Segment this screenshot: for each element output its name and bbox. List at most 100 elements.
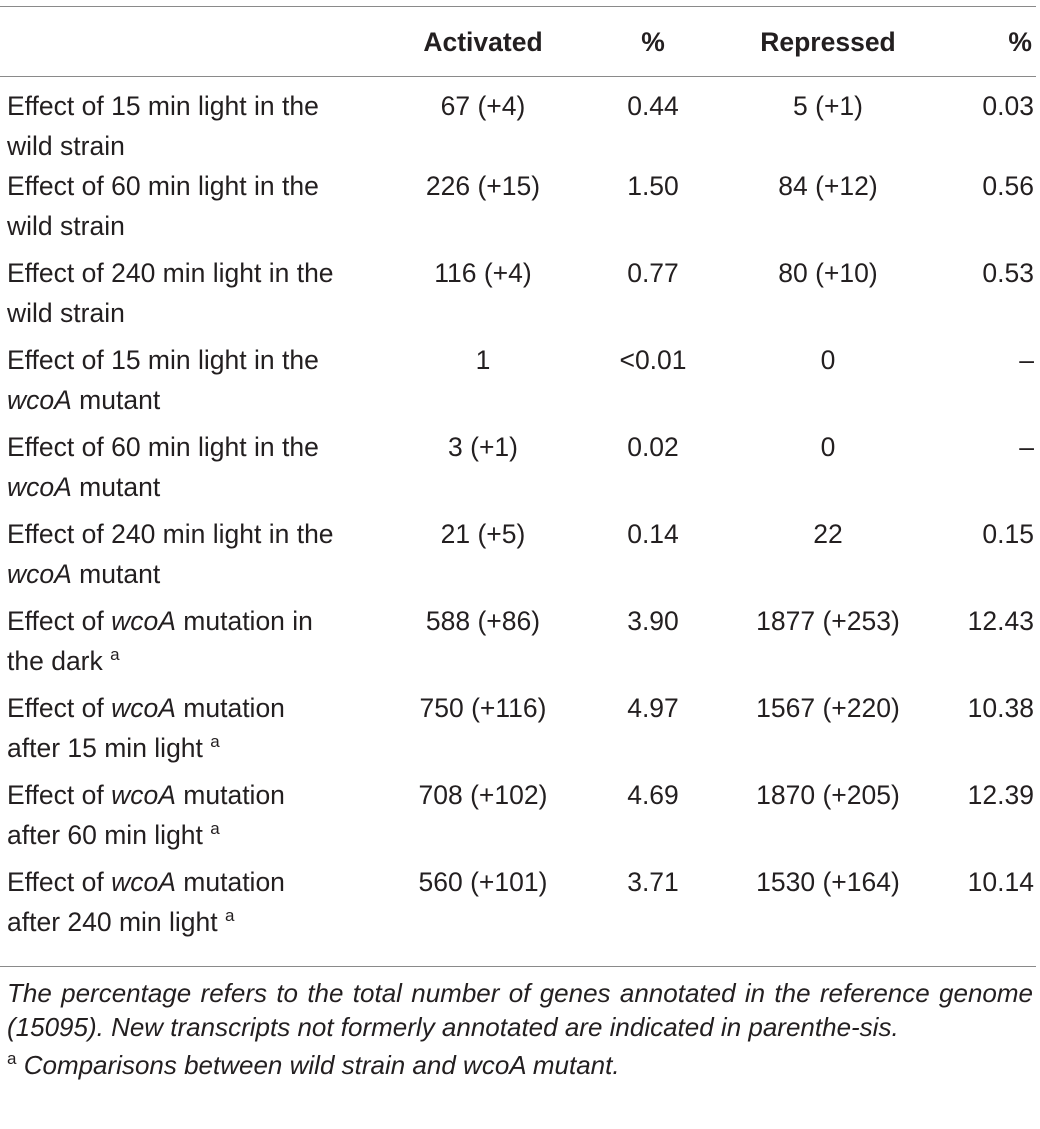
header-activated: Activated — [423, 27, 543, 57]
header-row: Activated % Repressed % — [0, 8, 1036, 76]
row-label: Effect of wcoA mutation after 240 min lig… — [0, 862, 372, 949]
activated-percent: 0.14 — [627, 519, 679, 549]
activated-count: 226 (+15) — [425, 171, 541, 201]
row-label: Effect of 15 min light in the wcoA mutant — [0, 340, 372, 427]
label-text: mutation — [175, 693, 285, 723]
table-row: Effect of 240 min light in the wild strai… — [0, 253, 1036, 340]
label-text: after 60 min light — [7, 820, 203, 850]
label-gene: wcoA — [111, 867, 176, 897]
label-text: after 15 min light — [7, 733, 203, 763]
header-activated-percent: % — [641, 27, 665, 57]
results-table: Activated % Repressed % Effect of 15 min… — [0, 8, 1036, 949]
header-repressed-percent: % — [1008, 27, 1032, 57]
table-row: Effect of wcoA mutation after 60 min ligh… — [0, 775, 1036, 862]
repressed-count: 1530 (+164) — [756, 867, 900, 897]
row-label: Effect of wcoA mutation in the dark a — [0, 601, 372, 688]
label-text: mutation — [175, 867, 285, 897]
label-gene: wcoA — [111, 693, 176, 723]
footnote-marker: a — [210, 819, 220, 838]
repressed-percent: 10.38 — [967, 693, 1034, 723]
activated-count: 21 (+5) — [440, 519, 526, 549]
header-rule — [0, 76, 1036, 77]
label-text: mutant — [71, 559, 161, 589]
label-gene: wcoA — [7, 559, 72, 589]
activated-count: 1 — [475, 345, 491, 375]
repressed-percent: 12.39 — [967, 780, 1034, 810]
label-text: Effect of 240 min light in the — [7, 258, 334, 288]
table-row: Effect of 240 min light in the wcoA mutan… — [0, 514, 1036, 601]
repressed-percent: 0.15 — [982, 519, 1034, 549]
label-text: mutation in — [175, 606, 313, 636]
repressed-count: 1870 (+205) — [756, 780, 900, 810]
activated-percent: 0.02 — [627, 432, 679, 462]
bottom-rule — [0, 966, 1036, 967]
repressed-count: 22 — [813, 519, 843, 549]
table-row: Effect of 60 min light in the wild strain… — [0, 166, 1036, 253]
activated-percent: 3.90 — [627, 606, 679, 636]
label-text: wild strain — [7, 211, 125, 241]
label-text: wild strain — [7, 298, 125, 328]
table-row: Effect of 15 min light in the wcoA mutant… — [0, 340, 1036, 427]
repressed-percent: – — [1019, 345, 1034, 375]
table-row: Effect of 60 min light in the wcoA mutant… — [0, 427, 1036, 514]
activated-percent: 4.69 — [627, 780, 679, 810]
activated-count: 588 (+86) — [425, 606, 541, 636]
label-gene: wcoA — [7, 385, 72, 415]
label-text: Effect of 240 min light in the — [7, 519, 334, 549]
repressed-percent: 0.53 — [982, 258, 1034, 288]
footnote-marker: a — [7, 1049, 17, 1068]
activated-percent: 0.77 — [627, 258, 679, 288]
repressed-count: 1567 (+220) — [756, 693, 900, 723]
activated-count: 67 (+4) — [440, 91, 526, 121]
activated-count: 750 (+116) — [419, 693, 547, 723]
row-label: Effect of wcoA mutation after 15 min ligh… — [0, 688, 372, 775]
row-label: Effect of wcoA mutation after 60 min ligh… — [0, 775, 372, 862]
label-text: after 240 min light — [7, 907, 218, 937]
repressed-count: 0 — [820, 432, 836, 462]
label-text: mutant — [71, 472, 161, 502]
repressed-count: 0 — [820, 345, 836, 375]
label-text: wild strain — [7, 131, 125, 161]
repressed-percent: 12.43 — [967, 606, 1034, 636]
activated-percent: 4.97 — [627, 693, 679, 723]
label-gene: wcoA — [111, 780, 176, 810]
activated-count: 116 (+4) — [434, 258, 532, 288]
footnote-a-text: Comparisons between wild strain and wcoA… — [23, 1050, 620, 1080]
label-text: Effect of — [7, 867, 112, 897]
label-text: Effect of 60 min light in the — [7, 432, 319, 462]
label-text: the dark — [7, 646, 103, 676]
activated-percent: <0.01 — [619, 345, 687, 375]
header-repressed: Repressed — [760, 27, 896, 57]
table-note: The percentage refers to the total numbe… — [7, 978, 1033, 1042]
label-text: Effect of 15 min light in the — [7, 345, 319, 375]
row-label: Effect of 240 min light in the wild strai… — [0, 253, 372, 340]
repressed-percent: 0.56 — [982, 171, 1034, 201]
repressed-count: 5 (+1) — [793, 91, 863, 121]
row-label: Effect of 60 min light in the wcoA mutant — [0, 427, 372, 514]
repressed-percent: – — [1019, 432, 1034, 462]
label-text: Effect of — [7, 693, 112, 723]
repressed-count: 84 (+12) — [778, 171, 878, 201]
footnote-a: a Comparisons between wild strain and wc… — [7, 1048, 1033, 1082]
row-label: Effect of 240 min light in the wcoA mutan… — [0, 514, 372, 601]
label-text: Effect of — [7, 780, 112, 810]
repressed-count: 1877 (+253) — [756, 606, 900, 636]
footnote-marker: a — [110, 645, 120, 664]
row-label: Effect of 15 min light in the wild strain — [0, 76, 372, 166]
repressed-percent: 10.14 — [967, 867, 1034, 897]
label-text: mutant — [71, 385, 161, 415]
label-text: Effect of 60 min light in the — [7, 171, 319, 201]
label-text: Effect of 15 min light in the — [7, 91, 319, 121]
table-footnotes: The percentage refers to the total numbe… — [7, 976, 1033, 1082]
repressed-count: 80 (+10) — [778, 258, 878, 288]
label-text: Effect of — [7, 606, 112, 636]
activated-count: 560 (+101) — [418, 867, 548, 897]
label-gene: wcoA — [7, 472, 72, 502]
table-row: Effect of wcoA mutation in the dark a 588 … — [0, 601, 1036, 688]
top-rule — [0, 6, 1036, 7]
activated-percent: 1.50 — [627, 171, 679, 201]
table-row: Effect of wcoA mutation after 15 min ligh… — [0, 688, 1036, 775]
label-gene: wcoA — [111, 606, 176, 636]
header-comparison — [0, 8, 372, 76]
table-row: Effect of wcoA mutation after 240 min lig… — [0, 862, 1036, 949]
